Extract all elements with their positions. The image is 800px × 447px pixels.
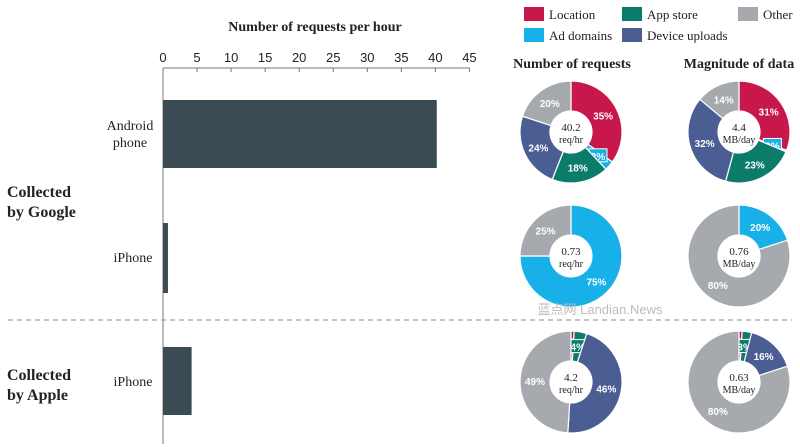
x-tick-label: 20 — [292, 50, 306, 65]
legend-swatch — [622, 28, 642, 42]
bar — [163, 100, 437, 168]
donut-center-value: 0.73 — [561, 246, 581, 258]
slice-label: 14% — [714, 95, 734, 106]
x-tick-label: 0 — [159, 50, 166, 65]
slice-label: 80% — [708, 281, 728, 292]
bar — [163, 347, 192, 415]
slice-label: 18% — [568, 163, 588, 174]
donut-chart: 31%0%23%32%14%4.4MB/day — [687, 80, 791, 184]
donut-center-value: 40.2 — [561, 122, 580, 134]
donut-center-unit: req/hr — [559, 259, 584, 270]
donut-hole — [550, 111, 592, 153]
x-tick-label: 10 — [224, 50, 238, 65]
donut-hole — [550, 361, 592, 403]
donut-center-unit: MB/day — [723, 259, 756, 270]
slice-label: 23% — [745, 160, 765, 171]
x-tick-label: 5 — [193, 50, 200, 65]
slice-label: 3% — [737, 342, 752, 353]
donut-area: Number of requests Magnitude of data 35% 3%… — [513, 57, 794, 434]
slice-label: 25% — [536, 227, 556, 238]
slice-label: 32% — [695, 139, 715, 150]
x-tick-label: 35 — [394, 50, 408, 65]
donut-center-value: 4.2 — [564, 372, 578, 384]
category-label: Android phone — [107, 119, 154, 151]
watermark: 蓝点网 Landian.News — [538, 302, 663, 317]
group-label: Collected by Apple — [7, 367, 71, 404]
category-label: iPhone — [114, 251, 153, 266]
slice-label: 80% — [708, 407, 728, 418]
legend-swatch — [738, 7, 758, 21]
slice-label: 31% — [759, 108, 779, 119]
category-label: iPhone — [114, 375, 153, 390]
donut-center-unit: MB/day — [723, 135, 756, 146]
legend-label: Device uploads — [647, 28, 728, 43]
donut-hole — [718, 235, 760, 277]
column-header: Number of requests — [513, 57, 631, 72]
legend-swatch — [622, 7, 642, 21]
slice-label: 46% — [596, 385, 616, 396]
donut-hole — [718, 111, 760, 153]
legend-swatch — [524, 7, 544, 21]
x-tick-label: 30 — [360, 50, 374, 65]
donut-center-value: 4.4 — [732, 122, 746, 134]
slice-label: 24% — [528, 143, 548, 154]
x-tick-label: 40 — [428, 50, 442, 65]
donut-center-unit: req/hr — [559, 385, 584, 396]
bar-chart: Number of requests per hour 0 5 10 15 20 25 30 3… — [7, 20, 792, 444]
legend-swatch — [524, 28, 544, 42]
bar — [163, 223, 168, 293]
donut-slice — [687, 330, 791, 434]
slice-label: 75% — [586, 277, 606, 288]
donut-hole — [718, 361, 760, 403]
column-header: Magnitude of data — [684, 57, 794, 72]
x-tick-label: 45 — [462, 50, 476, 65]
slice-label: 16% — [754, 352, 774, 363]
group-label: Collected by Google — [7, 184, 76, 221]
slice-label: 3% — [591, 152, 606, 163]
slice-label: 49% — [525, 377, 545, 388]
slice-label: 4% — [571, 343, 586, 354]
legend-label: App store — [647, 7, 698, 22]
bar-chart-title: Number of requests per hour — [228, 20, 401, 35]
x-tick-label: 25 — [326, 50, 340, 65]
donut-center-value: 0.63 — [729, 372, 749, 384]
donut-center-unit: MB/day — [723, 385, 756, 396]
slice-label: 20% — [750, 223, 770, 234]
slice-label: 35% — [593, 112, 613, 123]
donut-center-value: 0.76 — [729, 246, 749, 258]
donut-slice — [687, 204, 791, 308]
legend-label: Other — [763, 7, 793, 22]
donut-hole — [550, 235, 592, 277]
legend-label: Ad domains — [549, 28, 612, 43]
slice-label: 20% — [540, 99, 560, 110]
legend-label: Location — [549, 7, 596, 22]
x-tick-label: 15 — [258, 50, 272, 65]
legend: Location App store Other Ad domains Device u… — [524, 7, 793, 43]
donut-center-unit: req/hr — [559, 135, 584, 146]
